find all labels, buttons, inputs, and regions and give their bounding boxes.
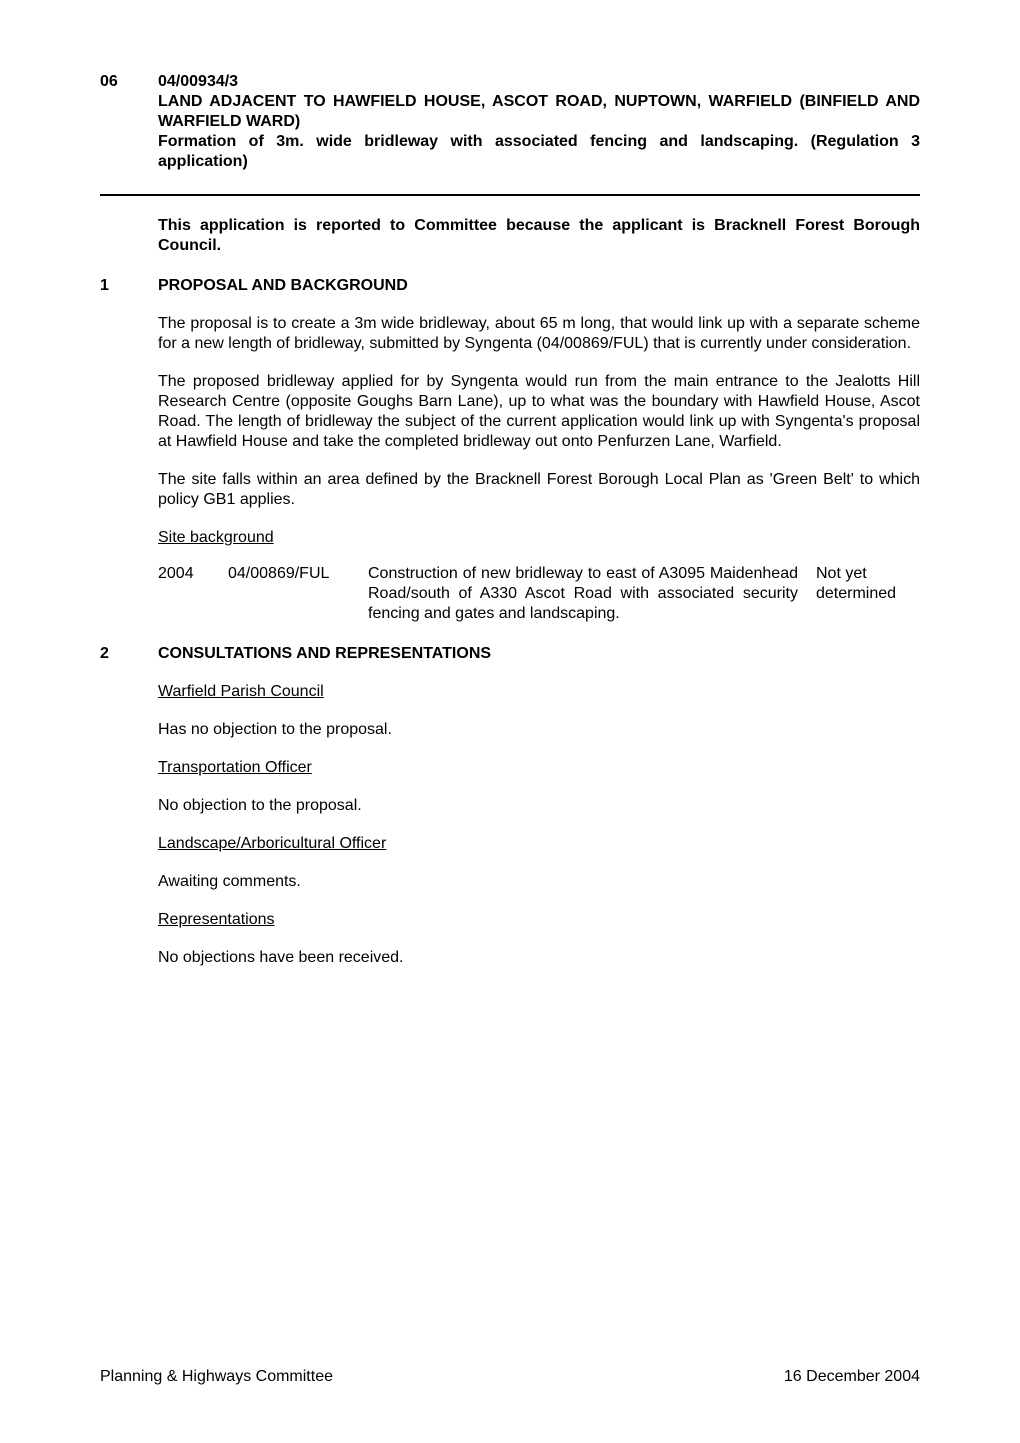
site-background-ref: 04/00869/FUL — [228, 564, 350, 624]
page: 06 04/00934/3 LAND ADJACENT TO HAWFIELD … — [0, 0, 1020, 1443]
section-1-subheading-site-background: Site background — [158, 528, 920, 548]
sub-transportation-officer: Transportation Officer — [158, 758, 920, 778]
divider-rule — [100, 194, 920, 196]
section-1-number: 1 — [100, 276, 158, 296]
section-1-para-2: The proposed bridleway applied for by Sy… — [158, 372, 920, 452]
application-title-proposal: Formation of 3m. wide bridleway with ass… — [158, 132, 920, 172]
site-background-year: 2004 — [158, 564, 210, 624]
para-representations: No objections have been received. — [158, 948, 920, 968]
section-2-header: 2 CONSULTATIONS AND REPRESENTATIONS — [100, 644, 920, 664]
sub-warfield-parish-council: Warfield Parish Council — [158, 682, 920, 702]
sub-landscape-arboricultural-officer: Landscape/Arboricultural Officer — [158, 834, 920, 854]
agenda-item-header: 06 04/00934/3 LAND ADJACENT TO HAWFIELD … — [100, 72, 920, 172]
site-background-row: 2004 04/00869/FUL Construction of new br… — [158, 564, 920, 624]
para-warfield-parish-council: Has no objection to the proposal. — [158, 720, 920, 740]
agenda-item-number: 06 — [100, 72, 158, 92]
section-1-header: 1 PROPOSAL AND BACKGROUND — [100, 276, 920, 296]
section-2-heading: CONSULTATIONS AND REPRESENTATIONS — [158, 644, 491, 664]
footer-right: 16 December 2004 — [784, 1367, 920, 1387]
application-ref: 04/00934/3 — [158, 72, 920, 92]
section-1-heading: PROPOSAL AND BACKGROUND — [158, 276, 408, 296]
site-background-description: Construction of new bridleway to east of… — [368, 564, 798, 624]
sub-representations: Representations — [158, 910, 920, 930]
agenda-item-body: 04/00934/3 LAND ADJACENT TO HAWFIELD HOU… — [158, 72, 920, 172]
section-2-number: 2 — [100, 644, 158, 664]
intro-note: This application is reported to Committe… — [158, 216, 920, 256]
para-transportation-officer: No objection to the proposal. — [158, 796, 920, 816]
section-1-para-1: The proposal is to create a 3m wide brid… — [158, 314, 920, 354]
section-1-para-3: The site falls within an area defined by… — [158, 470, 920, 510]
site-background-status: Not yet determined — [816, 564, 920, 624]
para-landscape-arboricultural-officer: Awaiting comments. — [158, 872, 920, 892]
page-footer: Planning & Highways Committee 16 Decembe… — [100, 1367, 920, 1387]
application-title-site: LAND ADJACENT TO HAWFIELD HOUSE, ASCOT R… — [158, 92, 920, 132]
footer-left: Planning & Highways Committee — [100, 1367, 333, 1387]
